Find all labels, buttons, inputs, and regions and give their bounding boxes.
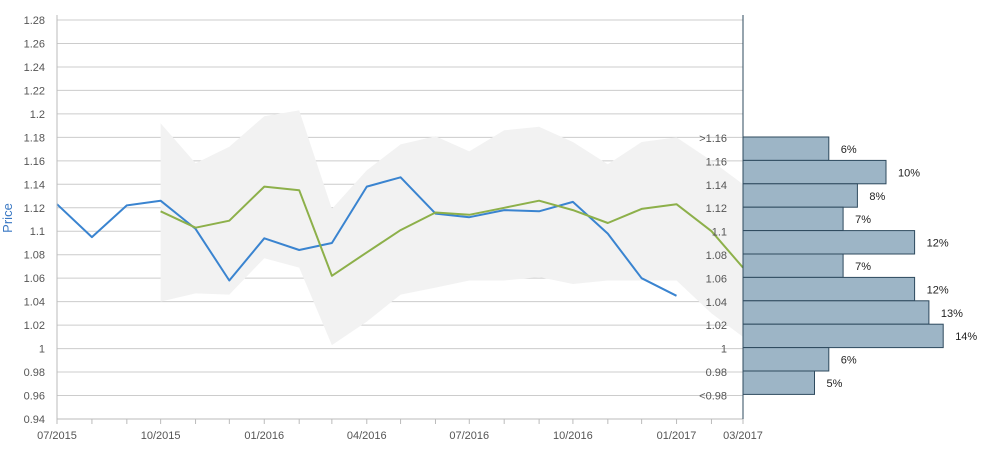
range-band bbox=[160, 110, 744, 346]
x-tick-label: 03/2017 bbox=[723, 430, 763, 442]
distribution-range-label: 1.06 bbox=[706, 273, 727, 285]
y-tick-label: 1.28 bbox=[24, 15, 45, 27]
axes bbox=[56, 15, 744, 420]
y-tick-label: 0.94 bbox=[24, 414, 45, 426]
distribution-percent-label: 6% bbox=[841, 355, 857, 367]
y-tick-label: 1.22 bbox=[24, 85, 45, 97]
x-tick-labels: 07/2015 10/2015 01/2016 04/2016 07/2016 10/20… bbox=[37, 419, 763, 442]
distribution-percent-label: 7% bbox=[855, 261, 871, 273]
y-tick-label: 1.18 bbox=[24, 132, 45, 144]
distribution-range-label: 1.14 bbox=[706, 180, 727, 192]
distribution-percent-label: 8% bbox=[869, 191, 885, 203]
distribution-range-label: <0.98 bbox=[699, 390, 727, 402]
distribution-percent-label: 12% bbox=[927, 238, 949, 250]
y-tick-label: 1.24 bbox=[24, 62, 45, 74]
series-line-1 bbox=[56, 176, 677, 297]
distribution-percent-label: 6% bbox=[841, 144, 857, 156]
series-lines bbox=[56, 176, 744, 297]
distribution-bar bbox=[742, 230, 916, 255]
distribution-range-label: 1.04 bbox=[706, 297, 727, 309]
y-axis-label: Price bbox=[0, 203, 15, 233]
distribution-range-label: 1.12 bbox=[706, 203, 727, 215]
distribution-bar bbox=[742, 159, 887, 185]
distribution-range-label: 1.16 bbox=[706, 156, 727, 168]
y-tick-label: 1.02 bbox=[24, 320, 45, 332]
x-tick-label: 01/2016 bbox=[244, 430, 284, 442]
y-tick-label: 0.98 bbox=[24, 367, 45, 379]
x-tick-label: 07/2015 bbox=[37, 430, 77, 442]
distribution-bar bbox=[742, 300, 930, 325]
distribution-bar bbox=[742, 253, 844, 278]
series-line-2 bbox=[160, 185, 744, 277]
distribution-range-label: 1.08 bbox=[706, 250, 727, 262]
y-tick-labels: 0.94 0.96 0.98 1 1.02 1.04 1.06 1.08 1.1 1.12 1.14… bbox=[24, 15, 45, 426]
distribution-percent-label: 12% bbox=[927, 284, 949, 296]
x-tick-label: 04/2016 bbox=[347, 430, 387, 442]
distribution-bar bbox=[742, 276, 916, 302]
y-tick-label: 1.12 bbox=[24, 203, 45, 215]
distribution-percent-label: 14% bbox=[955, 331, 977, 343]
distribution-range-label: >1.16 bbox=[699, 133, 727, 145]
y-tick-label: 1.2 bbox=[30, 109, 45, 121]
y-tick-label: 1.08 bbox=[24, 250, 45, 262]
y-tick-label: 1 bbox=[39, 344, 45, 356]
distribution-percent-label: 13% bbox=[941, 308, 963, 320]
y-tick-label: 0.96 bbox=[24, 391, 45, 403]
distribution-bar bbox=[742, 370, 815, 395]
x-tick-label: 10/2015 bbox=[141, 430, 181, 442]
y-tick-label: 1.06 bbox=[24, 273, 45, 285]
distribution-range-label: 1 bbox=[721, 344, 727, 356]
distribution-percent-label: 7% bbox=[855, 214, 871, 226]
x-tick-label: 10/2016 bbox=[553, 430, 593, 442]
distribution-percent-label: 10% bbox=[898, 167, 920, 179]
y-tick-label: 1.16 bbox=[24, 156, 45, 168]
distribution-bar bbox=[742, 323, 944, 349]
distribution-range-label: 0.98 bbox=[706, 367, 727, 379]
y-tick-label: 1.1 bbox=[30, 226, 45, 238]
distribution-bar bbox=[742, 136, 830, 161]
distribution-bar bbox=[742, 183, 858, 208]
x-tick-label: 01/2017 bbox=[657, 430, 697, 442]
distribution-bar bbox=[742, 206, 844, 232]
y-tick-label: 1.14 bbox=[24, 179, 45, 191]
x-tick-label: 07/2016 bbox=[449, 430, 489, 442]
forecast-band bbox=[160, 110, 744, 346]
distribution-range-label: 1.02 bbox=[706, 320, 727, 332]
distribution-bar bbox=[742, 347, 830, 372]
distribution-range-label: 1.1 bbox=[712, 227, 727, 239]
y-tick-label: 1.26 bbox=[24, 38, 45, 50]
distribution-percent-label: 5% bbox=[827, 378, 843, 390]
y-tick-label: 1.04 bbox=[24, 297, 45, 309]
distribution-labels: >1.16 6% 1.16 10% 1.14 8% 1.12 7% 1.1 12% 1.08 7% 1.… bbox=[699, 133, 977, 402]
